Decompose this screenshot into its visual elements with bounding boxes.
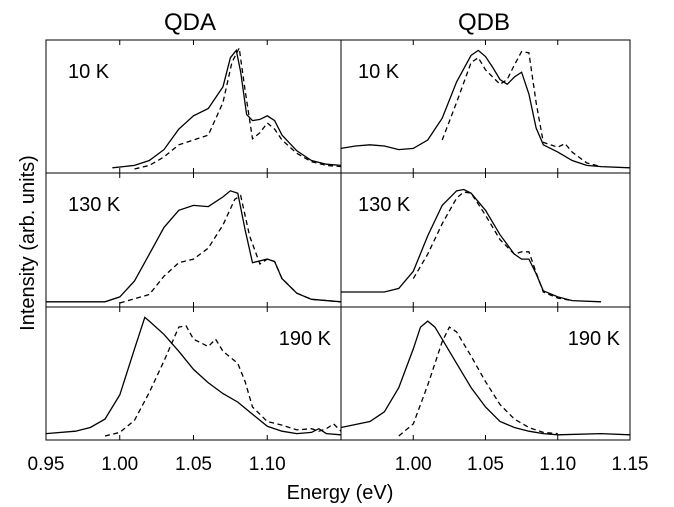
x-tick-label: 1.05 [467, 454, 504, 475]
panel-frame [340, 39, 631, 174]
series-solid-line [341, 188, 602, 303]
series-dashed-line [441, 50, 602, 168]
panel-qdb-2: 190 K [340, 306, 631, 441]
x-tick-label: 1.00 [101, 454, 138, 475]
panel-frame [45, 39, 342, 174]
series-solid-line [340, 320, 631, 436]
panels: 10 K 130 K 190 K 0.95 1.00 1.05 1.10 10 K 130 K 1… [28, 39, 649, 475]
panel-qda-2: 190 K [45, 306, 342, 441]
column-titles: QDA QDB [164, 9, 510, 36]
panel-frame [340, 306, 631, 441]
x-tick-label: 1.15 [612, 454, 649, 475]
series-solid-line [45, 316, 342, 436]
panel-qda-1: 130 K [45, 172, 342, 308]
temperature-label: 130 K [358, 194, 411, 216]
series-dashed-line [119, 194, 342, 304]
temperature-label: 190 K [568, 328, 621, 350]
temperature-label: 10 K [68, 61, 110, 83]
column-title-qda: QDA [164, 9, 216, 36]
column-title-qdb: QDB [458, 9, 510, 36]
series-solid-line [46, 190, 342, 303]
temperature-label: 130 K [68, 194, 121, 216]
series-dashed-line [398, 326, 558, 437]
x-tick-label: 1.10 [249, 454, 286, 475]
panel-qdb-1: 130 K [340, 172, 631, 308]
temperature-label: 190 K [279, 328, 332, 350]
panel-frame [45, 306, 342, 441]
series-solid-line [112, 48, 342, 169]
x-tick-label: 1.05 [175, 454, 212, 475]
y-axis-title: Intensity (arb. units) [17, 155, 39, 331]
panel-qda-0: 10 K [45, 39, 342, 174]
x-tick-label: 1.00 [395, 454, 432, 475]
series-dashed-line [134, 45, 342, 170]
series-dashed-line [412, 191, 573, 302]
temperature-label: 10 K [358, 61, 400, 83]
panel-qdb-0: 10 K [340, 39, 631, 174]
x-tick-label: 0.95 [28, 454, 65, 475]
series-solid-line [340, 49, 631, 169]
x-axis-title: Energy (eV) [287, 482, 394, 504]
x-tick-label: 1.10 [539, 454, 576, 475]
